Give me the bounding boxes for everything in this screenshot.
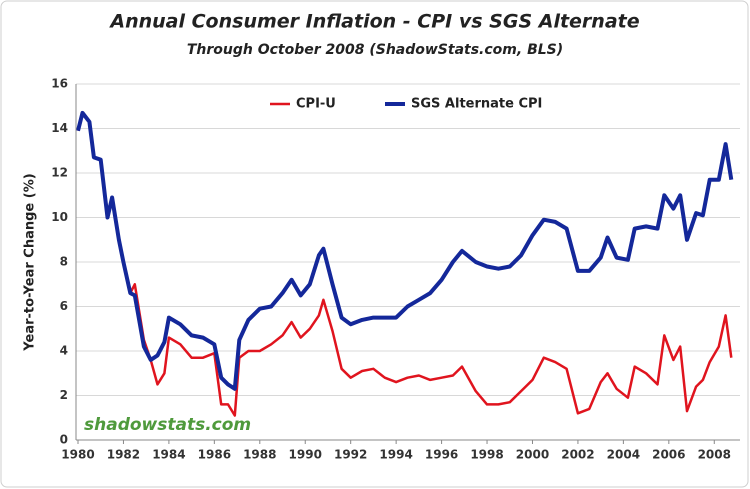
x-tick-label: 1988 bbox=[243, 448, 276, 462]
legend-label: SGS Alternate CPI bbox=[411, 97, 542, 112]
x-tick-label: 1992 bbox=[334, 448, 367, 462]
watermark: shadowstats.com bbox=[84, 415, 251, 435]
x-tick-label: 1994 bbox=[379, 448, 412, 462]
y-tick-label: 10 bbox=[51, 210, 68, 224]
x-tick-label: 2002 bbox=[561, 448, 594, 462]
x-tick-label: 1986 bbox=[198, 448, 231, 462]
y-tick-label: 14 bbox=[51, 121, 68, 135]
series-line bbox=[76, 111, 733, 417]
x-tick-label: 2004 bbox=[607, 448, 640, 462]
y-tick-label: 8 bbox=[60, 255, 68, 269]
x-tick-label: 2000 bbox=[516, 448, 549, 462]
x-tick-label: 1996 bbox=[425, 448, 458, 462]
legend-label: CPI-U bbox=[296, 97, 336, 112]
y-tick-label: 2 bbox=[60, 388, 68, 402]
x-tick-label: 1982 bbox=[107, 448, 140, 462]
grid: 0 2 4 6 8 10 12 14 16 1980 1982 1984 1986 1988 1990 199… bbox=[51, 77, 740, 462]
x-tick-label: 2006 bbox=[652, 448, 685, 462]
y-tick-label: 4 bbox=[60, 344, 68, 358]
y-tick-label: 0 bbox=[60, 433, 68, 447]
x-tick-label: 1980 bbox=[61, 448, 94, 462]
chart-title: Annual Consumer Inflation - CPI vs SGS A… bbox=[108, 11, 639, 33]
y-axis-label: Year-to-Year Change (%) bbox=[23, 173, 38, 351]
y-tick-label: 12 bbox=[51, 166, 68, 180]
chart-subtitle: Through October 2008 (ShadowStats.com, B… bbox=[187, 42, 563, 58]
series-line bbox=[76, 110, 734, 391]
x-tick-label: 1998 bbox=[470, 448, 503, 462]
plot bbox=[76, 110, 734, 417]
y-tick-label: 16 bbox=[51, 77, 68, 91]
x-tick-label: 1990 bbox=[289, 448, 322, 462]
y-tick-label: 6 bbox=[60, 299, 68, 313]
x-tick-label: 2008 bbox=[698, 448, 731, 462]
x-tick-label: 1984 bbox=[152, 448, 185, 462]
